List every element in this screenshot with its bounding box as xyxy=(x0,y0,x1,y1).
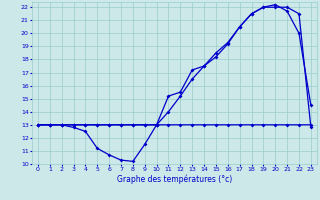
X-axis label: Graphe des températures (°c): Graphe des températures (°c) xyxy=(117,174,232,184)
